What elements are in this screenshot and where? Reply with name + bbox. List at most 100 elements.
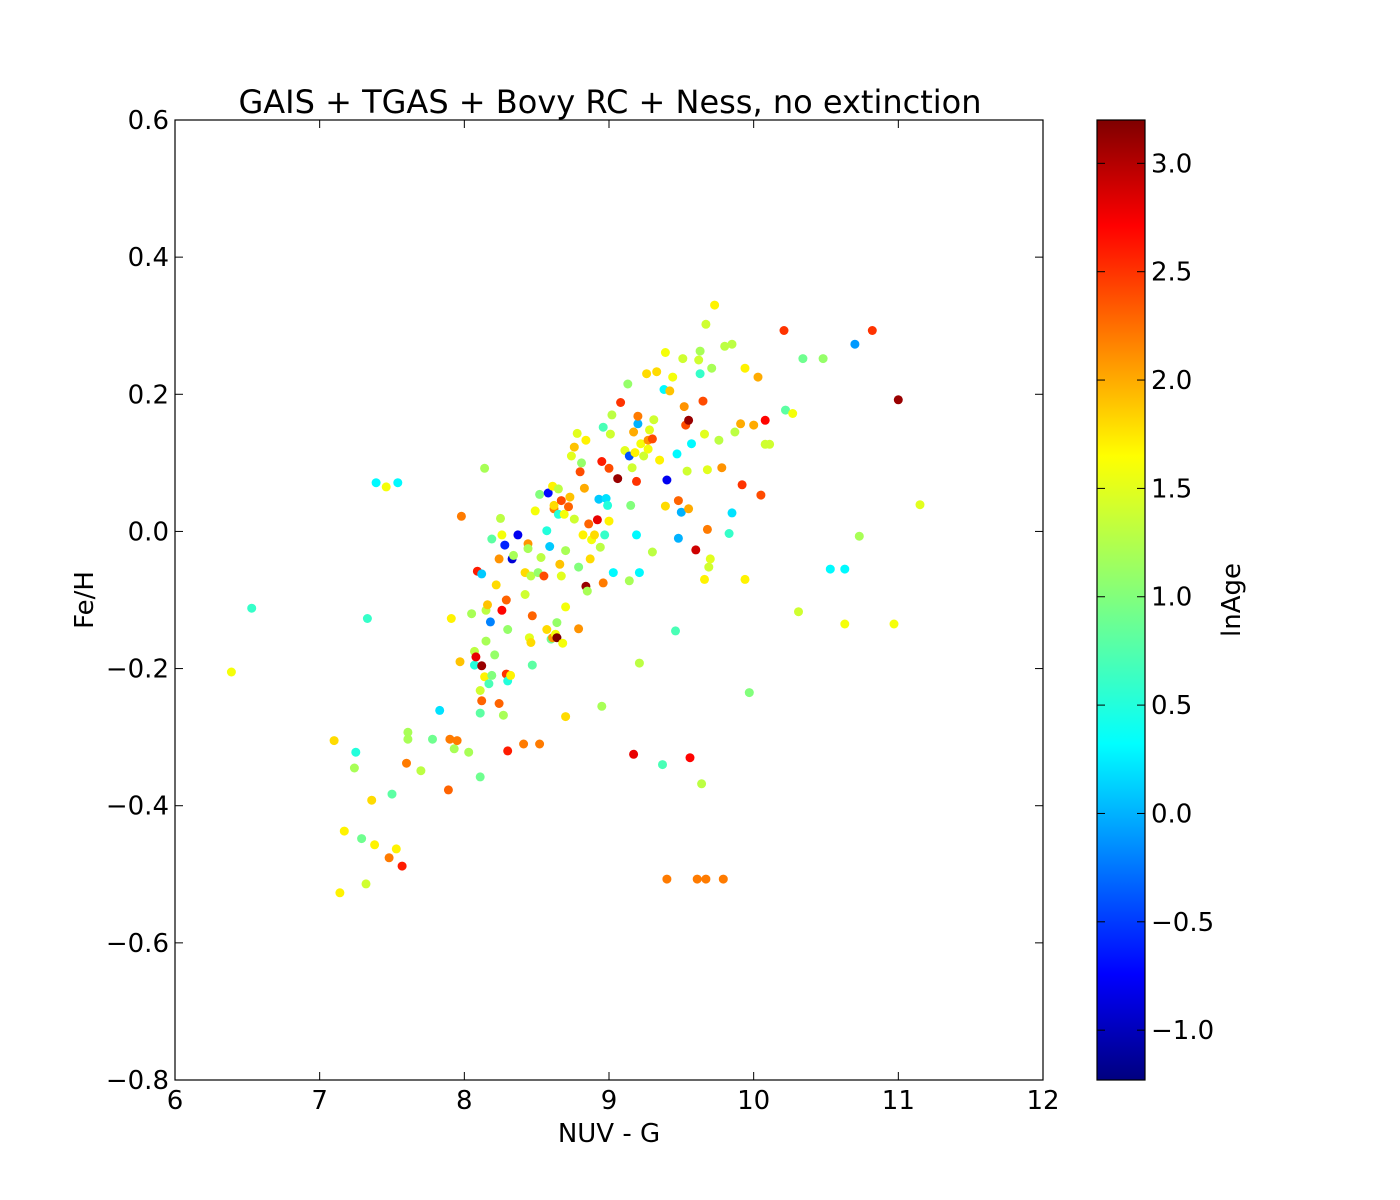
data-point: [496, 513, 505, 523]
colorbar-tick-label: 1.5: [1151, 474, 1192, 504]
data-point: [391, 844, 401, 854]
data-point: [798, 354, 808, 364]
data-point: [539, 571, 549, 581]
data-point: [700, 574, 709, 584]
data-point: [604, 516, 614, 526]
data-point: [634, 568, 644, 578]
data-point: [577, 458, 586, 468]
colorbar-ticks: −1.0 −0.5 0.0 0.5 1.0 1.5 2.0 2.5 3.0: [1097, 149, 1214, 1046]
y-tick-label: 0.0: [128, 517, 169, 547]
data-point: [765, 439, 775, 449]
data-point: [598, 578, 608, 588]
data-point: [553, 484, 563, 494]
data-point: [840, 619, 850, 629]
data-point: [552, 618, 562, 628]
data-point: [639, 451, 649, 461]
data-point: [435, 705, 445, 715]
data-point: [566, 451, 576, 461]
y-axis-label: Fe/H: [70, 571, 100, 629]
data-point: [574, 562, 584, 572]
data-point: [698, 396, 708, 406]
data-point: [481, 636, 491, 646]
data-point: [490, 650, 500, 660]
x-tick-label: 11: [882, 1086, 915, 1116]
data-point: [527, 660, 537, 670]
data-point: [484, 679, 494, 689]
data-point: [672, 449, 682, 459]
data-point: [678, 354, 688, 364]
data-point: [556, 496, 566, 506]
data-point: [794, 607, 803, 617]
data-point: [760, 415, 770, 425]
data-point: [452, 736, 462, 746]
data-point: [530, 506, 540, 516]
data-point: [684, 504, 694, 514]
data-point: [387, 789, 397, 799]
data-point: [730, 427, 740, 437]
data-point: [623, 379, 633, 389]
data-point: [695, 369, 705, 379]
data-point: [744, 688, 754, 698]
plot-frame: [174, 119, 1044, 1081]
data-point: [402, 758, 411, 768]
colorbar: −1.0 −0.5 0.0 0.5 1.0 1.5 2.0 2.5 3.0 lnAge: [1096, 119, 1247, 1081]
data-point: [854, 531, 864, 541]
data-point: [684, 415, 694, 425]
data-point: [781, 405, 790, 415]
data-point: [658, 760, 667, 770]
data-point: [500, 540, 510, 550]
data-point: [779, 326, 789, 335]
data-point: [542, 625, 552, 634]
data-point: [717, 463, 727, 473]
colorbar-tick-label: 2.0: [1151, 366, 1192, 396]
data-point: [594, 494, 604, 504]
data-point: [632, 476, 641, 486]
data-point: [579, 483, 589, 493]
data-point: [477, 569, 487, 579]
data-point: [718, 874, 728, 884]
data-point: [633, 411, 643, 421]
x-tick-label: 9: [601, 1086, 618, 1116]
data-point: [600, 530, 610, 540]
data-point: [604, 463, 614, 473]
data-point: [598, 422, 608, 432]
data-point: [679, 402, 689, 412]
x-tick-label: 10: [737, 1086, 770, 1116]
chart-title: GAIS + TGAS + Bovy RC + Ness, no extinct…: [238, 83, 981, 121]
data-point: [555, 559, 565, 569]
data-point: [446, 614, 456, 623]
colorbar-tick-label: 0.5: [1151, 691, 1192, 721]
data-point: [647, 547, 657, 557]
data-point: [361, 879, 371, 889]
data-point: [509, 550, 518, 560]
data-point: [494, 554, 504, 564]
y-tick-label: −0.4: [106, 792, 169, 822]
data-point: [549, 500, 559, 510]
data-point: [595, 542, 605, 552]
data-point: [727, 339, 737, 349]
data-point: [601, 494, 611, 503]
data-point: [535, 739, 545, 749]
data-point: [575, 467, 585, 477]
data-point: [662, 874, 672, 884]
data-point: [740, 574, 750, 584]
data-point: [608, 568, 618, 578]
data-point: [381, 482, 391, 492]
data-point: [535, 489, 545, 499]
data-point: [498, 710, 508, 720]
data-point: [626, 500, 636, 510]
data-point: [526, 571, 536, 581]
data-point: [494, 699, 504, 708]
data-point: [727, 508, 737, 518]
data-point: [687, 439, 696, 449]
data-point: [840, 564, 850, 574]
data-point: [867, 326, 877, 335]
data-point: [384, 853, 394, 863]
colorbar-tick-label: −0.5: [1151, 908, 1214, 938]
data-point: [477, 696, 487, 706]
data-points: [226, 300, 925, 898]
data-point: [456, 511, 466, 521]
data-point: [685, 753, 695, 763]
data-point: [629, 427, 639, 437]
data-point: [643, 444, 653, 454]
